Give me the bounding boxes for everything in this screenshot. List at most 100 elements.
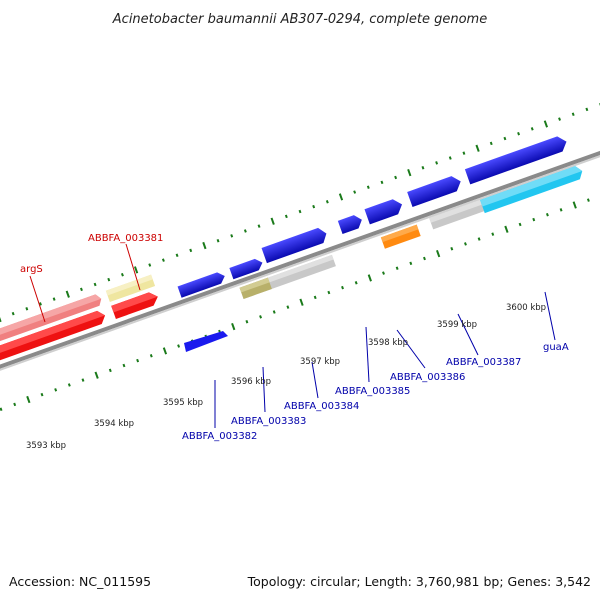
- upper-tick: [585, 107, 589, 112]
- lower-tick: [586, 198, 590, 202]
- label-ABBFA_003386: ABBFA_003386: [390, 372, 465, 383]
- lower-tick: [122, 363, 126, 368]
- gene-blue-left[interactable]: [184, 331, 228, 352]
- label-ABBFA_003381: ABBFA_003381: [88, 233, 163, 244]
- upper-tick: [421, 165, 425, 170]
- gene-blue-upper-4[interactable]: [337, 213, 364, 235]
- label-guaA: guaA: [543, 342, 569, 353]
- gene-blue-upper-5[interactable]: [364, 197, 404, 225]
- upper-tick: [25, 307, 29, 311]
- upper-tick: [0, 314, 2, 323]
- upper-tick: [107, 277, 111, 282]
- upper-tick: [216, 238, 220, 243]
- lower-tick: [491, 232, 495, 236]
- upper-tick: [65, 290, 70, 298]
- upper-tick: [230, 234, 234, 238]
- upper-tick: [298, 209, 302, 214]
- scale-label-3593: 3593 kbp: [26, 441, 66, 451]
- upper-tick: [571, 112, 575, 116]
- upper-tick: [489, 141, 493, 146]
- label-ABBFA_003384: ABBFA_003384: [284, 401, 359, 412]
- upper-tick: [543, 120, 549, 128]
- upper-tick: [407, 168, 412, 177]
- gene-guaA[interactable]: [480, 164, 585, 214]
- upper-tick: [284, 214, 288, 219]
- lower-tick: [26, 395, 31, 404]
- gene-red-small[interactable]: [111, 290, 160, 320]
- lower-tick: [108, 368, 112, 373]
- lower-tick: [477, 237, 481, 241]
- gene-blue-upper-1[interactable]: [177, 270, 227, 298]
- lower-tick: [409, 261, 413, 266]
- upper-tick: [380, 180, 384, 185]
- scale-label-3596: 3596 kbp: [231, 377, 271, 387]
- scale-label-3597: 3597 kbp: [300, 357, 340, 367]
- lower-tick: [313, 295, 317, 300]
- upper-tick: [52, 297, 56, 301]
- scale-label-3594: 3594 kbp: [94, 419, 134, 429]
- upper-tick: [243, 229, 247, 233]
- lower-tick: [13, 402, 17, 407]
- lower-tick: [572, 201, 577, 209]
- lower-tick: [299, 298, 304, 306]
- lower-tick: [54, 388, 58, 392]
- upper-tick: [93, 282, 97, 287]
- upper-tick: [175, 253, 179, 258]
- upper-tick: [312, 204, 316, 209]
- gene-blue-upper-6[interactable]: [407, 174, 463, 208]
- lower-tick: [40, 392, 44, 397]
- upper-tick: [11, 311, 15, 316]
- upper-tick-line: [0, 102, 600, 323]
- lower-tick: [162, 347, 168, 355]
- gene-blue-upper-3[interactable]: [261, 226, 330, 264]
- genome-backbone: [0, 132, 600, 394]
- lower-tick: [81, 378, 85, 382]
- gene-argS-forward[interactable]: [0, 293, 103, 367]
- lower-tick: [423, 256, 426, 261]
- gene-blue-upper-7[interactable]: [464, 134, 569, 185]
- map-title: Acinetobacter baumannii AB307-0294, comp…: [112, 12, 487, 27]
- gene-olive[interactable]: [239, 277, 272, 300]
- label-ABBFA_003382: ABBFA_003382: [182, 431, 257, 442]
- lower-tick: [341, 285, 344, 290]
- lower-tick: [231, 322, 236, 331]
- upper-tick: [133, 266, 139, 274]
- upper-tick: [394, 175, 398, 180]
- lower-tick: [395, 266, 399, 270]
- accession-text: Accession: NC_011595: [9, 574, 151, 589]
- label-ABBFA_003385: ABBFA_003385: [335, 386, 410, 397]
- upper-tick: [435, 161, 439, 165]
- upper-tick: [530, 127, 534, 131]
- upper-tick: [189, 248, 193, 253]
- gene-blue-upper-2[interactable]: [229, 257, 264, 280]
- label-argS: argS: [20, 264, 43, 275]
- lower-tick: [518, 222, 522, 227]
- gene-orange[interactable]: [380, 224, 421, 249]
- upper-tick: [148, 263, 152, 267]
- upper-tick: [353, 190, 357, 194]
- upper-tick: [120, 273, 124, 277]
- upper-tick: [503, 136, 507, 141]
- upper-tick: [325, 200, 329, 204]
- gene-gray-2[interactable]: [429, 198, 488, 230]
- gene-ABBFA_003381[interactable]: [105, 274, 156, 303]
- lower-tick: [464, 242, 467, 246]
- lower-tick: [67, 383, 71, 387]
- label-ABBFA_003383: ABBFA_003383: [231, 416, 306, 427]
- lower-tick: [327, 290, 331, 295]
- lower-tick: [559, 208, 563, 212]
- upper-tick: [270, 217, 275, 225]
- upper-tick: [366, 185, 370, 189]
- upper-tick: [517, 131, 521, 136]
- upper-tick: [80, 287, 83, 292]
- upper-tick: [257, 224, 261, 228]
- upper-tick: [338, 193, 344, 201]
- lower-tick: [504, 225, 509, 233]
- map-track: [0, 102, 600, 412]
- lower-tick: [545, 212, 549, 217]
- gene-argS[interactable]: [0, 309, 107, 384]
- scale-label-3599: 3599 kbp: [437, 320, 477, 330]
- scale-label-3600: 3600 kbp: [506, 303, 546, 313]
- upper-tick: [161, 258, 165, 262]
